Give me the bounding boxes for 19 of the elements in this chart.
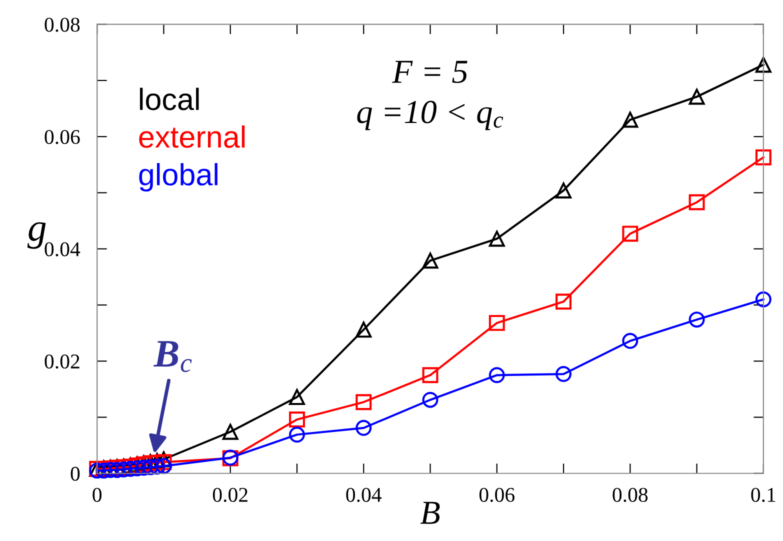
- x-tick-label: 0.08: [612, 488, 648, 502]
- text: local: [140, 88, 199, 110]
- x-tick-label: 0.02: [212, 488, 248, 502]
- text: external: [139, 125, 245, 148]
- y-tick-label: 0.06: [44, 130, 80, 144]
- y-tick-label: 0.04: [44, 242, 80, 256]
- text: global: [139, 163, 218, 192]
- annotation: F = 5: [392, 60, 468, 84]
- y-axis-title: g: [27, 222, 46, 249]
- annotation: B$_{c}$: [153, 341, 192, 372]
- x-tick-label: 0.04: [346, 488, 382, 502]
- y-tick-label: 0: [70, 466, 80, 481]
- x-tick-label: 0.06: [479, 488, 514, 502]
- x-tick-label: 0.1: [751, 488, 776, 502]
- y-tick-label: 0.02: [44, 354, 80, 369]
- x-tick-label: 0: [92, 488, 102, 502]
- x-axis-title: B: [420, 502, 440, 524]
- y-tick-label: 0.08: [44, 18, 80, 32]
- annotation: q =10 < q$_{c}$: [357, 100, 504, 130]
